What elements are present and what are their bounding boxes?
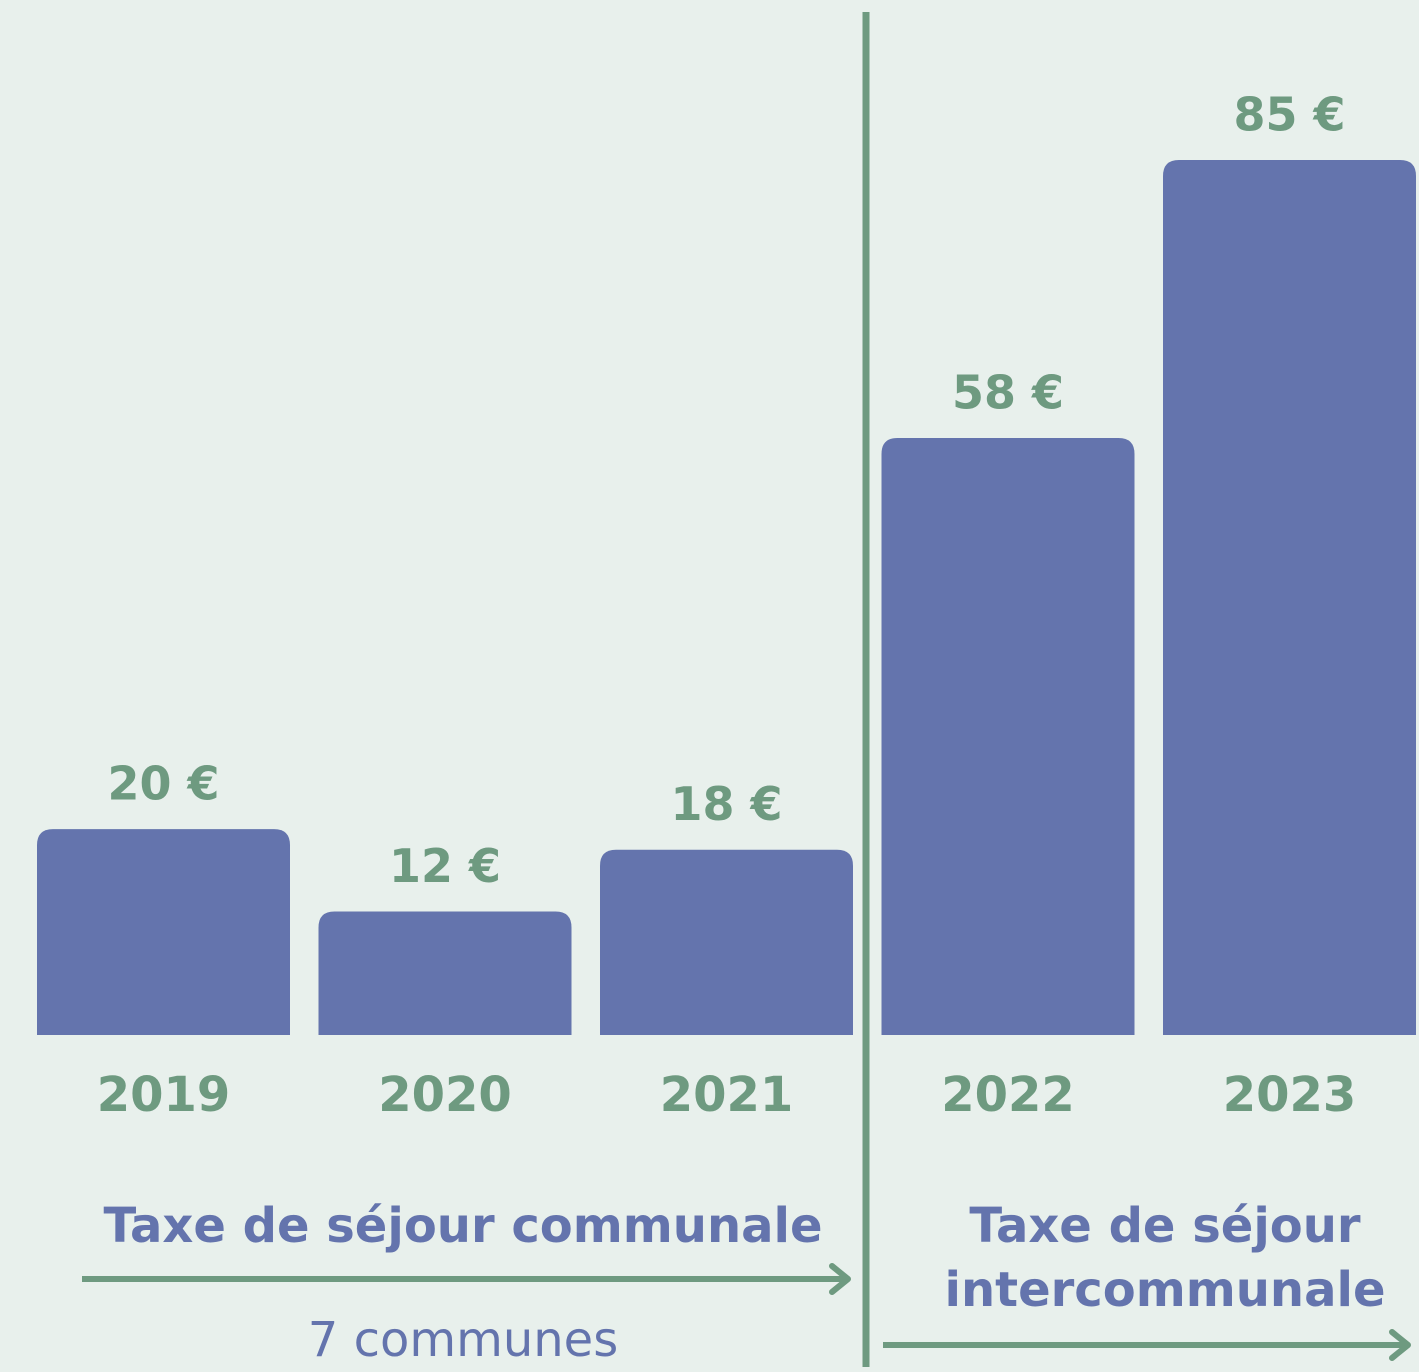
arrow-head <box>829 1263 851 1295</box>
x-tick-label: 2023 <box>1223 1067 1357 1123</box>
value-label: 85 € <box>1233 88 1345 142</box>
annotation: Taxe de séjour communale <box>103 1198 823 1254</box>
value-label: 58 € <box>952 365 1064 419</box>
bar <box>318 911 572 1035</box>
value-label: 20 € <box>107 757 219 811</box>
annotation: 7 communes <box>307 1312 619 1368</box>
value-label: 18 € <box>670 777 782 831</box>
x-tick-label: 2022 <box>941 1067 1075 1123</box>
bar <box>1163 160 1416 1035</box>
arrow-head <box>1389 1329 1411 1361</box>
bar <box>881 437 1135 1035</box>
x-tick-label: 2019 <box>97 1067 231 1123</box>
bar <box>600 849 853 1035</box>
x-tick-label: 2020 <box>378 1067 512 1123</box>
x-tick-label: 2021 <box>660 1067 794 1123</box>
bar <box>37 829 290 1035</box>
annotation: Taxe de séjour intercommunale <box>944 1198 1386 1318</box>
value-label: 12 € <box>389 839 501 893</box>
